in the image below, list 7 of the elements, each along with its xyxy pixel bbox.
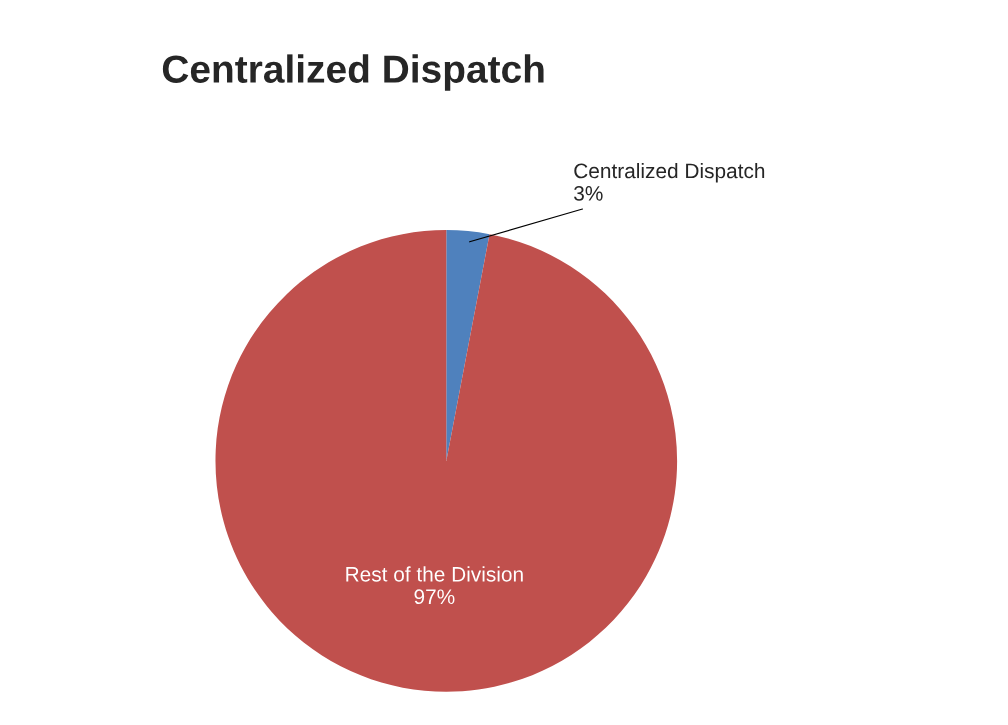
pie-slice <box>446 230 490 461</box>
slice-label: Rest of the Division <box>346 566 523 582</box>
slice-label: Centralized Dispatch <box>574 162 765 183</box>
data-label: 3% <box>574 185 603 201</box>
chart-title: Centralized Dispatch <box>162 54 544 91</box>
data-label: 97% <box>414 589 455 605</box>
pie-slice <box>215 230 678 692</box>
